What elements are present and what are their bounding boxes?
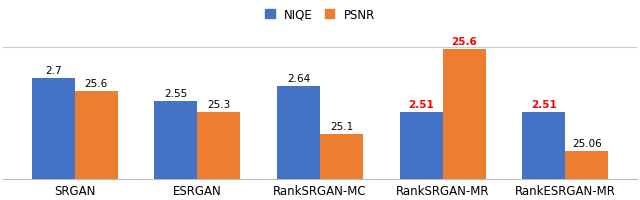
Text: 25.3: 25.3 (207, 99, 230, 109)
Legend: NIQE, PSNR: NIQE, PSNR (260, 4, 380, 26)
Bar (522, 112, 565, 179)
Text: 25.1: 25.1 (330, 121, 353, 131)
Text: 2.55: 2.55 (164, 89, 188, 99)
Bar (75, 92, 118, 179)
Text: 2.64: 2.64 (287, 73, 310, 83)
Bar (443, 50, 486, 179)
Bar (565, 151, 609, 179)
Text: 2.51: 2.51 (531, 99, 557, 109)
Text: 25.06: 25.06 (572, 138, 602, 148)
Bar (400, 112, 443, 179)
Bar (31, 79, 75, 179)
Bar (320, 134, 363, 179)
Bar (154, 102, 197, 179)
Bar (277, 86, 320, 179)
Text: 25.6: 25.6 (84, 78, 108, 88)
Text: 2.7: 2.7 (45, 65, 61, 75)
Text: 25.6: 25.6 (451, 37, 477, 47)
Text: 2.51: 2.51 (408, 99, 434, 109)
Bar (197, 112, 240, 179)
